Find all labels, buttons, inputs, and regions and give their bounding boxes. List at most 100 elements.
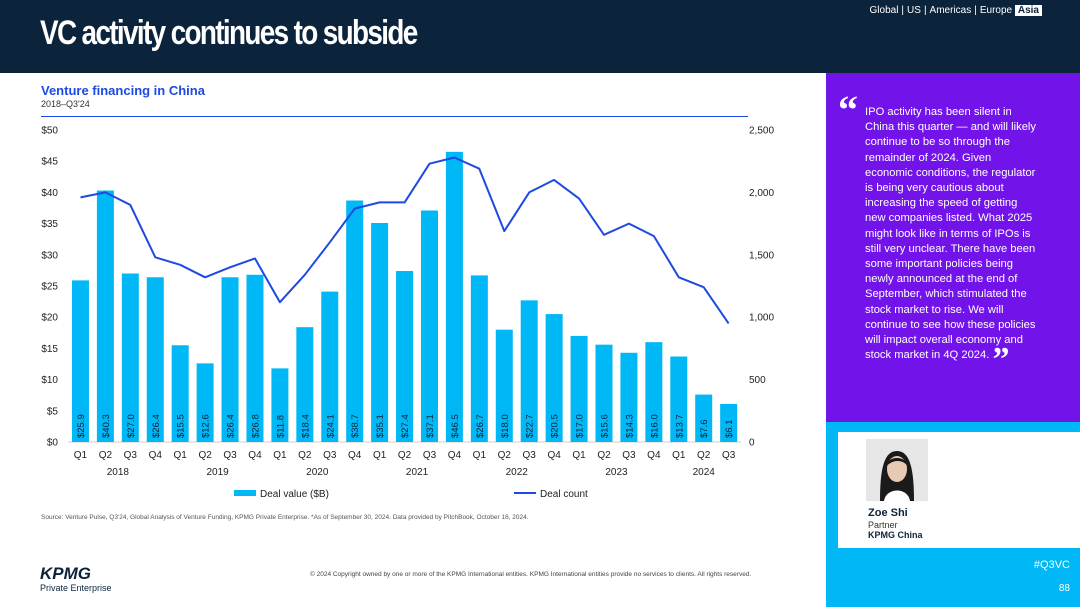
- region-nav: Global | US | Americas | Europe Asia: [870, 5, 1042, 16]
- bar-value-label: $24.1: [325, 414, 336, 438]
- year-label: 2021: [406, 467, 429, 478]
- quote-block: IPO activity has been silent in China th…: [865, 105, 1040, 377]
- bar-value-label: $22.7: [525, 414, 536, 438]
- chart-title: Venture financing in China: [41, 83, 205, 98]
- bar-value-label: $15.5: [176, 414, 187, 438]
- bar: [620, 352, 638, 442]
- x-tick-label: Q3: [323, 450, 337, 461]
- y-left-tick-label: $45: [41, 157, 58, 168]
- bar-value-label: $27.0: [126, 414, 137, 438]
- bar: [96, 190, 114, 442]
- bar: [371, 222, 389, 442]
- x-tick-label: Q3: [722, 450, 736, 461]
- bar: [545, 314, 563, 442]
- year-label: 2022: [506, 467, 529, 478]
- x-tick-label: Q3: [223, 450, 237, 461]
- x-tick-label: Q3: [622, 450, 636, 461]
- region-link-asia[interactable]: Asia: [1014, 5, 1042, 16]
- chart-subtitle: 2018–Q3'24: [41, 99, 90, 109]
- x-tick-label: Q3: [523, 450, 537, 461]
- y-left-tick-label: $15: [41, 344, 58, 355]
- x-tick-label: Q2: [298, 450, 312, 461]
- y-left-tick-label: $50: [41, 126, 58, 137]
- bar: [71, 280, 89, 442]
- chart-title-rule: [41, 116, 748, 117]
- bar-value-label: $14.3: [624, 414, 635, 438]
- y-right-tick-label: 2,000: [749, 188, 774, 199]
- legend-swatch-deal-value: [234, 490, 256, 496]
- x-tick-label: Q2: [498, 450, 512, 461]
- y-left-tick-label: $0: [47, 438, 59, 449]
- year-label: 2019: [206, 467, 229, 478]
- x-tick-label: Q2: [597, 450, 611, 461]
- x-tick-label: Q2: [398, 450, 412, 461]
- bar-value-label: $11.8: [275, 415, 286, 438]
- bar: [246, 274, 264, 442]
- y-right-tick-label: 1,500: [749, 250, 774, 261]
- year-label: 2018: [107, 467, 130, 478]
- bar: [595, 344, 613, 442]
- y-right-tick-label: 0: [749, 438, 755, 449]
- x-tick-label: Q1: [273, 450, 287, 461]
- bar-value-label: $46.5: [450, 414, 461, 438]
- y-left-tick-label: $10: [41, 375, 58, 386]
- bar: [221, 277, 239, 442]
- x-tick-label: Q2: [99, 450, 113, 461]
- bar-value-label: $27.4: [400, 414, 411, 438]
- x-tick-label: Q4: [149, 450, 163, 461]
- y-left-tick-label: $5: [47, 406, 59, 417]
- bar-value-label: $12.6: [201, 414, 212, 438]
- region-link-global[interactable]: Global: [869, 5, 899, 16]
- source-note: Source: Venture Pulse, Q3'24, Global Ana…: [41, 514, 529, 521]
- kpmg-logo-text: KPMG: [40, 564, 91, 583]
- bar-value-label: $16.0: [649, 414, 660, 438]
- y-left-tick-label: $30: [41, 250, 58, 261]
- bar: [520, 300, 538, 442]
- year-label: 2023: [605, 467, 628, 478]
- x-tick-label: Q2: [697, 450, 711, 461]
- y-right-tick-label: 1,000: [749, 313, 774, 324]
- x-tick-label: Q1: [74, 450, 88, 461]
- bar-value-label: $35.1: [375, 414, 386, 438]
- x-tick-label: Q4: [248, 450, 262, 461]
- bar: [645, 342, 663, 442]
- quote-open-mark: “: [838, 87, 858, 132]
- year-label: 2020: [306, 467, 329, 478]
- legend-label-deal-count: Deal count: [540, 489, 588, 500]
- bar: [720, 403, 738, 442]
- bar-value-label: $15.6: [599, 414, 610, 438]
- deal-count-line: [80, 156, 730, 324]
- bar-value-label: $25.9: [76, 414, 87, 438]
- region-link-us[interactable]: US: [907, 5, 921, 16]
- quote-text: IPO activity has been silent in China th…: [865, 106, 1036, 362]
- bar: [670, 356, 688, 442]
- bar-value-label: $26.4: [226, 414, 237, 438]
- bar-value-label: $17.0: [575, 414, 586, 438]
- page-number: 88: [1058, 583, 1070, 594]
- bar: [570, 335, 588, 442]
- bar: [445, 151, 463, 442]
- x-tick-label: Q1: [373, 450, 387, 461]
- bar: [121, 273, 139, 442]
- bar: [146, 277, 164, 442]
- region-link-europe[interactable]: Europe: [979, 5, 1013, 16]
- x-tick-label: Q1: [473, 450, 487, 461]
- bar-value-label: $40.3: [101, 414, 112, 438]
- copyright-note: © 2024 Copyright owned by one or more of…: [310, 571, 752, 578]
- bar-value-label: $18.0: [500, 414, 511, 438]
- bar: [321, 291, 339, 442]
- bar-value-label: $37.1: [425, 414, 436, 438]
- region-link-americas[interactable]: Americas: [929, 5, 972, 16]
- person-org: KPMG China: [868, 530, 923, 540]
- header-bar: VC activity continues to subside Global |…: [0, 0, 1080, 73]
- x-tick-label: Q1: [672, 450, 686, 461]
- bar-value-label: $7.6: [699, 420, 710, 439]
- bar-value-label: $26.4: [151, 414, 162, 438]
- bar: [495, 329, 513, 442]
- page-title: VC activity continues to subside: [40, 14, 418, 52]
- bar-value-label: $13.7: [674, 414, 685, 438]
- y-right-tick-label: 500: [749, 375, 766, 386]
- y-left-tick-label: $20: [41, 313, 58, 324]
- bar: [171, 345, 189, 442]
- bar: [271, 368, 289, 442]
